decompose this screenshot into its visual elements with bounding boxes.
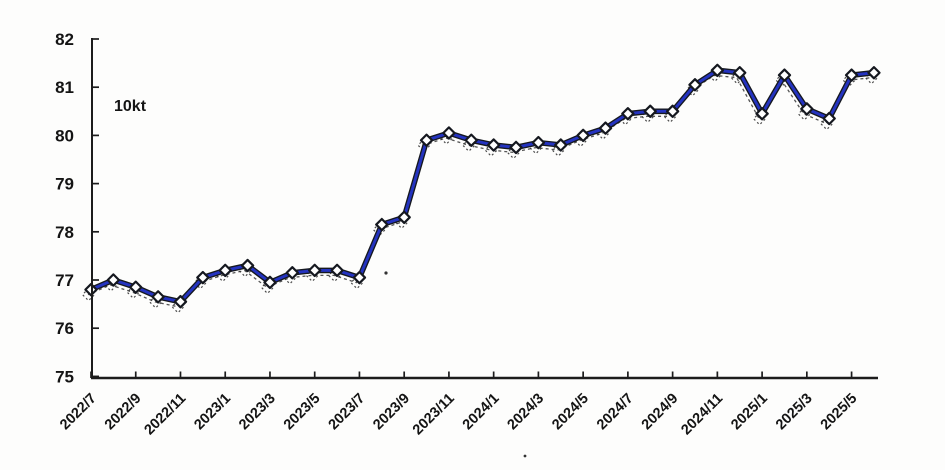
data-point-marker (352, 270, 367, 285)
data-point-marker (464, 133, 478, 147)
scan-speckle (384, 271, 388, 275)
x-axis-tick-label: 2023/11 (410, 391, 458, 439)
y-axis-tick-label: 78 (55, 223, 74, 242)
data-point-marker (509, 140, 523, 155)
unit-annotation: 10kt (114, 98, 147, 115)
data-point-marker (733, 66, 747, 80)
y-axis-tick-label: 79 (55, 175, 74, 194)
data-point-marker (621, 107, 635, 121)
y-axis-tick-label: 81 (55, 78, 74, 97)
data-point-marker (263, 275, 277, 290)
data-point-marker (531, 135, 546, 150)
x-axis-tick-label: 2024/9 (639, 391, 682, 434)
x-axis-tick-label: 2024/11 (678, 391, 726, 439)
data-point-marker (665, 104, 680, 118)
data-point-marker (844, 68, 859, 82)
x-axis-tick-label: 2024/1 (460, 391, 503, 434)
data-point-marker (106, 273, 121, 287)
data-point-marker (397, 210, 411, 225)
data-point-marker (777, 68, 792, 82)
data-point-marker (129, 280, 143, 294)
y-axis-tick-label: 75 (55, 367, 74, 386)
x-axis-tick-label: 2022/9 (102, 391, 145, 434)
data-point-marker (867, 66, 881, 80)
ghost-dashed-series-line (87, 74, 872, 308)
x-axis-tick-label: 2023/9 (370, 391, 413, 434)
x-axis-tick-label: 2022/7 (57, 391, 100, 434)
x-axis-tick-label: 2025/3 (773, 391, 816, 434)
data-point-marker (643, 104, 657, 118)
data-point-marker (688, 78, 702, 92)
x-axis-tick-label: 2022/11 (141, 391, 189, 439)
y-axis-tick-label: 80 (55, 126, 74, 145)
data-point-marker (755, 107, 769, 121)
data-point-marker (218, 263, 232, 278)
x-axis-tick-label: 2023/3 (236, 391, 279, 434)
x-axis-tick-label: 2025/5 (818, 391, 861, 434)
data-point-marker (419, 133, 434, 147)
x-axis-tick-label: 2023/1 (191, 391, 234, 434)
data-point-marker (554, 138, 568, 152)
data-point-marker (800, 102, 814, 116)
data-point-marker (285, 266, 300, 280)
x-axis-tick-label: 2023/7 (326, 391, 369, 434)
x-axis-tick-label: 2025/1 (728, 391, 771, 434)
data-point-marker (173, 294, 188, 309)
data-point-marker (375, 217, 389, 232)
data-point-marker (576, 128, 590, 143)
data-point-marker (710, 63, 725, 78)
data-point-marker (240, 258, 255, 273)
x-axis-tick-label: 2023/5 (281, 391, 324, 434)
data-point-marker (330, 263, 344, 278)
data-point-marker (442, 126, 456, 140)
x-axis-tick-label: 2024/3 (505, 391, 548, 434)
x-axis-tick-label: 2024/5 (549, 391, 592, 434)
data-point-marker (151, 290, 165, 304)
y-axis-tick-label: 82 (55, 30, 74, 49)
data-point-marker (822, 111, 836, 126)
y-axis-tick-label: 77 (55, 271, 74, 290)
y-axis-tick-label: 76 (55, 319, 74, 338)
data-point-marker (486, 138, 501, 152)
data-point-marker (196, 270, 210, 285)
x-axis-tick-label: 2024/7 (594, 391, 637, 434)
data-point-marker (598, 121, 613, 135)
series-line (89, 68, 876, 304)
scan-speckle (523, 454, 527, 458)
data-point-marker (308, 263, 322, 278)
